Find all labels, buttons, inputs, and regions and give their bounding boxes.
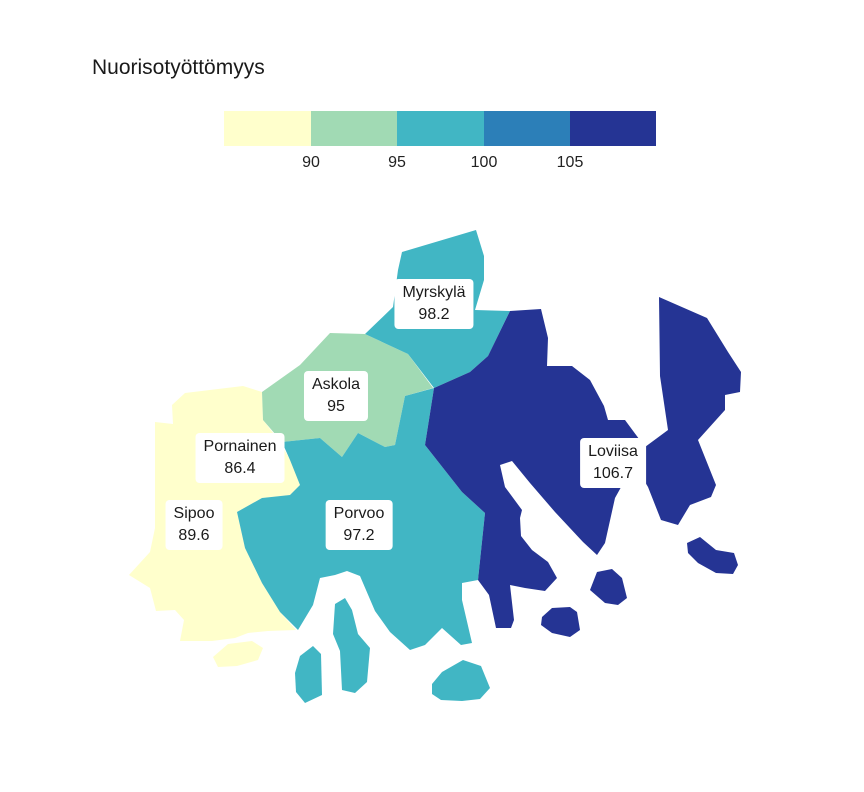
label-porvoo-value: 97.2 <box>343 527 375 544</box>
legend-swatch-2 <box>311 111 397 146</box>
label-myrskyla-name: Myrskylä <box>402 284 466 301</box>
label-pornainen: Pornainen 86.4 <box>195 433 285 483</box>
island-porvoo-3 <box>432 660 490 701</box>
island-sipoo <box>213 641 263 667</box>
label-askola: Askola 95 <box>303 371 369 421</box>
label-askola-name: Askola <box>311 376 361 393</box>
label-sipoo-name: Sipoo <box>173 505 215 522</box>
label-myrskyla: Myrskylä 98.2 <box>394 279 474 329</box>
label-sipoo-value: 89.6 <box>178 527 210 544</box>
label-porvoo: Porvoo 97.2 <box>325 500 393 550</box>
island-porvoo-2 <box>333 598 370 693</box>
label-loviisa-name: Loviisa <box>588 443 638 460</box>
legend-swatch-4 <box>484 111 570 146</box>
label-loviisa: Loviisa 106.7 <box>580 438 646 488</box>
label-pornainen-name: Pornainen <box>203 438 277 455</box>
legend-tick-90: 90 <box>302 154 320 171</box>
map-title: Nuorisotyöttömyys <box>92 56 265 79</box>
label-myrskyla-value: 98.2 <box>418 306 450 323</box>
label-pornainen-value: 86.4 <box>224 460 256 477</box>
label-loviisa-value: 106.7 <box>592 465 634 482</box>
label-askola-value: 95 <box>327 398 345 415</box>
legend-swatch-5 <box>570 111 656 146</box>
island-loviisa-2 <box>590 569 627 605</box>
label-sipoo: Sipoo 89.6 <box>165 500 223 550</box>
legend-swatch-3 <box>397 111 484 146</box>
island-loviisa-3 <box>687 537 738 574</box>
island-loviisa-1 <box>541 607 580 637</box>
legend-swatch-1 <box>224 111 311 146</box>
label-porvoo-name: Porvoo <box>333 505 385 522</box>
legend-tick-100: 100 <box>470 154 498 171</box>
legend-tick-95: 95 <box>388 154 406 171</box>
color-legend <box>224 111 656 146</box>
legend-tick-105: 105 <box>556 154 584 171</box>
island-porvoo-1 <box>295 646 322 703</box>
